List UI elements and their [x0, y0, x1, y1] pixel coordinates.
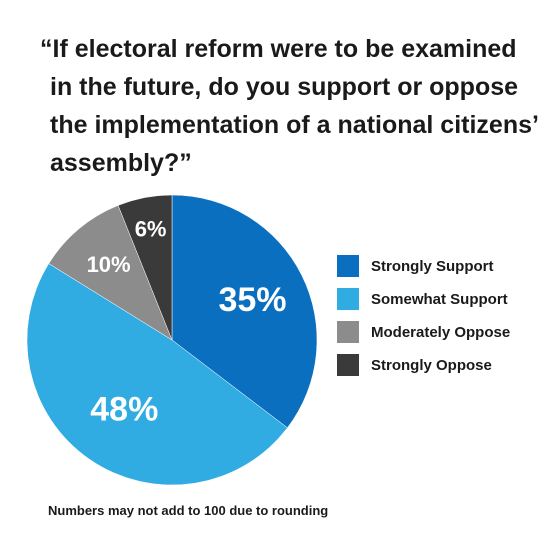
legend: Strongly Support Somewhat Support Modera…: [337, 255, 510, 387]
legend-item-somewhat-support: Somewhat Support: [337, 288, 510, 310]
chart-title: “If electoral reform were to be examined…: [40, 35, 538, 177]
footnote: Numbers may not add to 100 due to roundi…: [48, 503, 329, 518]
legend-swatch: [337, 354, 359, 376]
pie-slice-somewhat-support: [26, 263, 288, 486]
pie-slice-moderately-oppose: [48, 205, 173, 341]
pie-label-somewhat-support: 48%: [90, 390, 158, 428]
legend-item-moderately-oppose: Moderately Oppose: [337, 321, 510, 343]
legend-item-strongly-support: Strongly Support: [337, 255, 510, 277]
pie-label-strongly-support: 35%: [218, 281, 286, 319]
legend-item-strongly-oppose: Strongly Oppose: [337, 354, 510, 376]
legend-label: Moderately Oppose: [371, 323, 511, 341]
legend-label: Strongly Oppose: [371, 356, 492, 374]
legend-swatch: [337, 321, 359, 343]
pie-slice-strongly-oppose: [117, 194, 173, 341]
legend-swatch: [337, 288, 359, 310]
legend-swatch: [337, 255, 359, 277]
pie-label-moderately-oppose: 10%: [87, 252, 131, 277]
pie-slice-strongly-support: [171, 194, 318, 429]
legend-label: Strongly Support: [371, 257, 494, 275]
legend-label: Somewhat Support: [371, 290, 508, 308]
pie-label-strongly-oppose: 6%: [135, 216, 167, 241]
